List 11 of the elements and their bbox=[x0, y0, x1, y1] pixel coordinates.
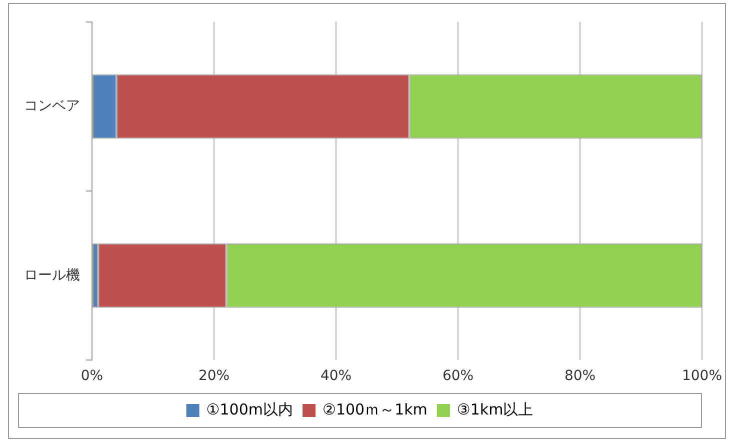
x-tick-label: 60% bbox=[442, 368, 474, 384]
y-tick-label: ロール機 bbox=[24, 267, 80, 284]
x-tick-label: 100% bbox=[682, 368, 722, 384]
y-tick-label: コンベア bbox=[24, 98, 80, 114]
legend-label: ①100m以内 bbox=[206, 400, 294, 418]
x-tick-label: 40% bbox=[320, 368, 352, 384]
legend-label: ③1km以上 bbox=[456, 400, 534, 418]
x-tick-label: 80% bbox=[564, 368, 596, 384]
x-tick-label: 20% bbox=[198, 368, 230, 384]
x-tick-label: 0% bbox=[80, 368, 104, 384]
legend-label: ②100ｍ～1km bbox=[322, 400, 428, 418]
